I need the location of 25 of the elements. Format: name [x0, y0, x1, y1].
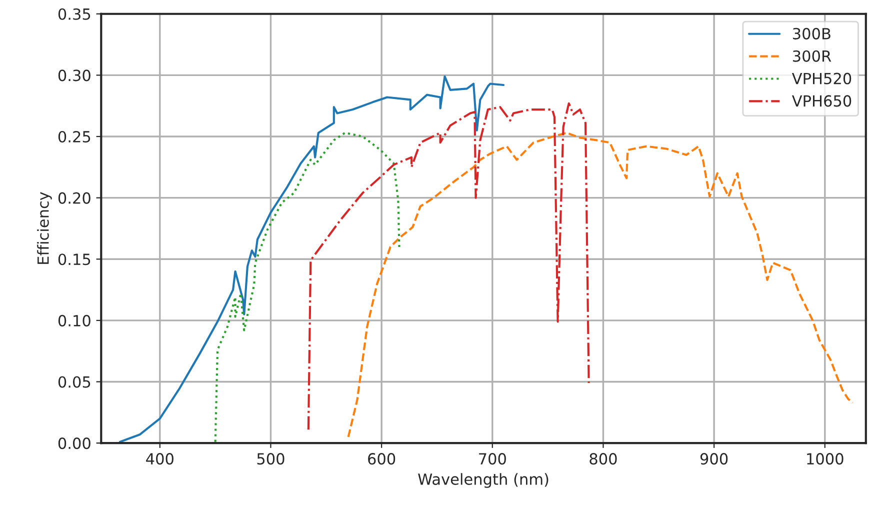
- line-series: [307, 102, 590, 431]
- y-tick-label: 0.15: [58, 254, 90, 266]
- x-tick-label: 600: [368, 453, 396, 465]
- y-tick-label: 0.35: [58, 8, 90, 20]
- y-tick-label: 0.30: [58, 70, 90, 82]
- x-axis-title: Wavelength (nm): [418, 473, 548, 488]
- x-tick-label: 700: [479, 453, 506, 465]
- legend-label: 300R: [792, 50, 832, 62]
- y-tick-label: 0.05: [58, 376, 90, 388]
- x-tick-label: 900: [700, 453, 728, 465]
- legend-label: 300B: [792, 28, 830, 40]
- y-tick-label: 0.00: [58, 438, 90, 450]
- y-axis-title: Efficiency: [37, 192, 52, 264]
- x-tick-label: 500: [257, 453, 284, 465]
- x-tick-label: 800: [590, 453, 617, 465]
- line-series: [214, 132, 400, 443]
- line-series: [118, 75, 505, 443]
- x-tick-label: 400: [146, 453, 174, 465]
- line-series: [347, 132, 854, 438]
- legend-label: VPH520: [792, 72, 852, 84]
- y-tick-label: 0.20: [58, 192, 90, 204]
- y-tick-label: 0.25: [58, 130, 90, 143]
- y-tick-label: 0.10: [58, 314, 90, 326]
- x-tick-label: 1000: [807, 453, 844, 465]
- legend-label: VPH650: [792, 95, 852, 107]
